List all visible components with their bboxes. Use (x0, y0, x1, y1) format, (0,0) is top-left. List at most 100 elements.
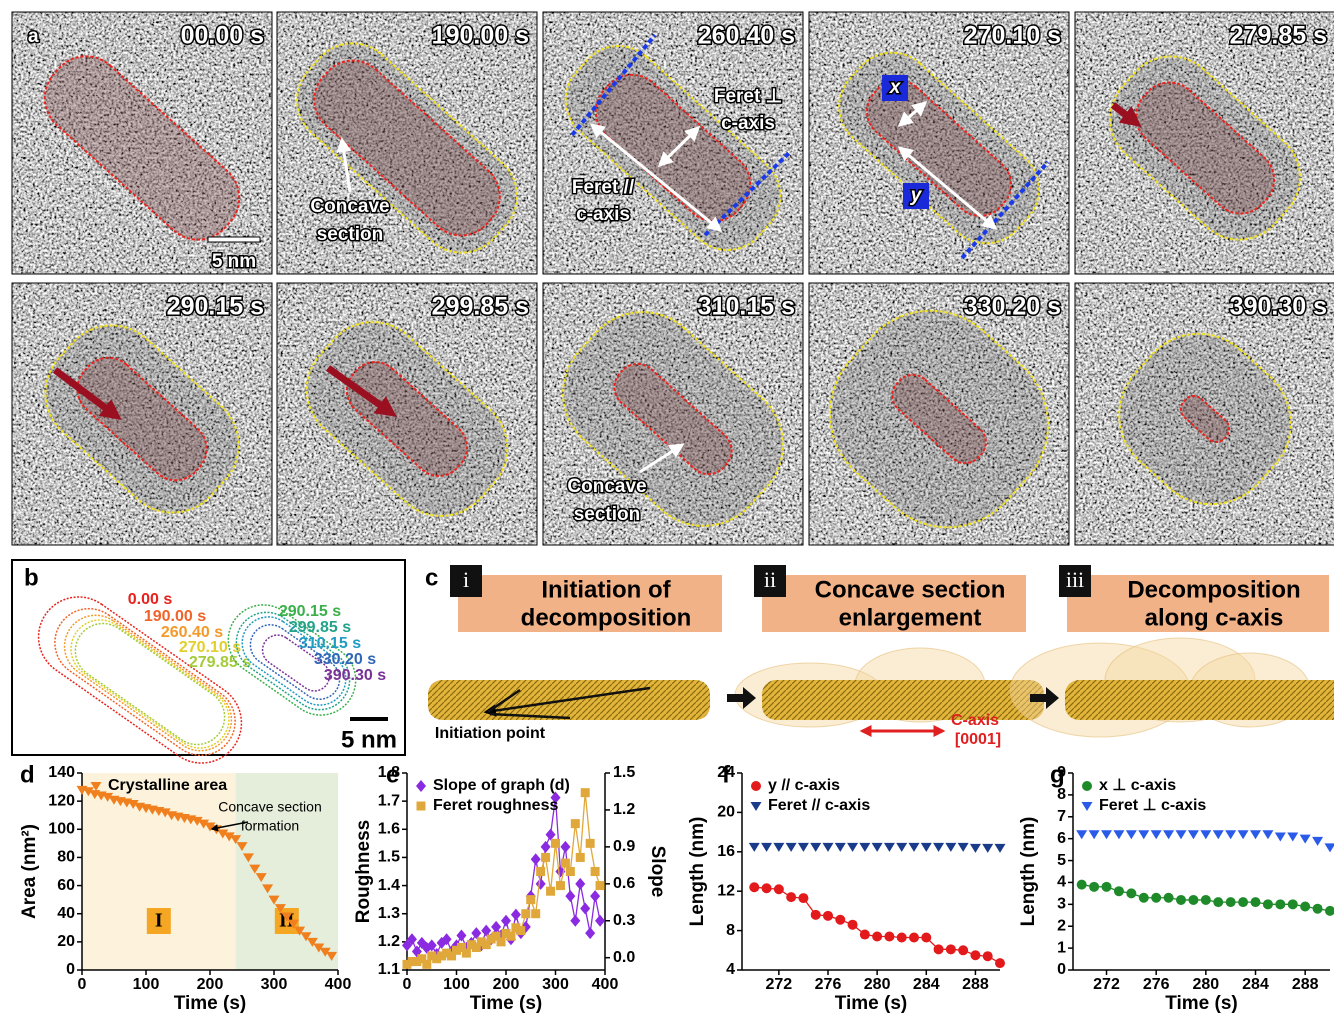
data-point (1238, 897, 1248, 907)
data-point (945, 843, 956, 852)
data-point (982, 844, 993, 853)
x-tick-label: 284 (913, 976, 940, 993)
x-tick-label: 100 (133, 976, 160, 993)
data-point (541, 853, 550, 862)
legend-marker (417, 802, 426, 811)
legend-marker (751, 802, 762, 811)
legend-entry: Feret roughness (433, 797, 558, 814)
y-tick-label: 140 (48, 764, 75, 781)
data-point (1250, 830, 1261, 839)
annotation: C-axis (951, 712, 999, 729)
y-tick-label: 1.3 (378, 905, 400, 922)
y-axis-label: Area (nm²) (19, 824, 40, 919)
frame-time: 260.40 s (698, 22, 795, 50)
data-point (536, 878, 546, 890)
frame-time: 330.20 s (964, 293, 1061, 321)
data-point (511, 909, 521, 921)
legend-entry: y // c-axis (768, 777, 840, 794)
data-point (1213, 897, 1223, 907)
data-point (860, 930, 870, 940)
data-point (546, 829, 556, 841)
data-point (541, 841, 551, 853)
data-point (1138, 830, 1149, 839)
x-tick-label: 0 (403, 976, 412, 993)
time-label: 279.85 s (189, 654, 251, 671)
frame-time: 299.85 s (432, 293, 529, 321)
y-tick-label: 40 (57, 905, 75, 922)
data-point (526, 895, 535, 904)
annotation: c-axis (576, 204, 630, 225)
data-point (983, 951, 993, 961)
x-tick-label: 200 (197, 976, 224, 993)
frame-time: 00.00 s (181, 22, 264, 50)
data-point (1114, 886, 1124, 896)
data-point (516, 926, 525, 935)
data-point (1101, 830, 1112, 839)
y-tick-label: 60 (57, 877, 75, 894)
scale-bar-label: 5 nm (341, 726, 397, 753)
data-point (1163, 830, 1174, 839)
data-point (551, 839, 560, 848)
data-point (909, 843, 920, 852)
y-tick-label: 3 (1057, 896, 1066, 913)
data-point (1151, 830, 1162, 839)
data-point (774, 884, 784, 894)
data-point (921, 843, 932, 852)
data-point (1325, 906, 1334, 916)
time-label: 330.20 s (314, 651, 376, 668)
data-point (1176, 830, 1187, 839)
time-label: 290.15 s (279, 603, 341, 620)
step-numeral: iii (1066, 567, 1084, 592)
figure: 00.00 s190.00 s260.40 s270.10 s279.85 s2… (0, 0, 1334, 1020)
time-label: 299.85 s (289, 619, 351, 636)
data-point (497, 937, 506, 946)
x-tick-label: 0 (78, 976, 87, 993)
y-tick-label: 120 (48, 792, 75, 809)
data-point (1226, 897, 1236, 907)
x-tick-label: 400 (592, 976, 619, 993)
data-point (884, 843, 895, 852)
data-point (1275, 832, 1286, 841)
data-point (566, 867, 575, 876)
data-point (786, 843, 797, 852)
region (82, 773, 236, 970)
data-point (560, 841, 570, 853)
y-tick-label: 5 (1057, 852, 1066, 869)
panel-label: b (24, 564, 39, 591)
step-title: enlargement (839, 604, 982, 631)
data-point (531, 853, 541, 865)
data-point (872, 843, 883, 852)
data-point (1126, 830, 1137, 839)
page: {"panel_a":{"label":"a","frames":["00.00… (0, 0, 1334, 1020)
region-label: I (155, 910, 163, 932)
y-tick-label: 16 (717, 843, 735, 860)
data-point (1325, 843, 1334, 852)
legend-entry: Slope of graph (d) (433, 777, 570, 794)
data-point (786, 892, 796, 902)
frame-time: 190.00 s (432, 22, 529, 50)
step-title: Initiation of (541, 576, 671, 603)
step-title: along c-axis (1145, 604, 1284, 631)
y-tick-label: 6 (1057, 830, 1066, 847)
annotation: Initiation point (435, 725, 546, 742)
x-tick-label: 100 (443, 976, 470, 993)
data-point (1313, 904, 1323, 914)
x-tick-label: 276 (1143, 976, 1170, 993)
data-point (576, 853, 585, 862)
data-point (1225, 830, 1236, 839)
data-point (1176, 895, 1186, 905)
x-axis-label: Time (s) (1165, 993, 1238, 1014)
frame-time: 390.30 s (1230, 293, 1327, 321)
data-point (1188, 830, 1199, 839)
y2-tick-label: 1.2 (613, 801, 635, 818)
y-tick-label: 1.5 (378, 849, 400, 866)
data-point (1089, 882, 1099, 892)
y-tick-label: 24 (717, 764, 735, 781)
data-point (798, 893, 808, 903)
y-tick-label: 100 (48, 821, 75, 838)
x-tick-label: 272 (1093, 976, 1120, 993)
y-tick-label: 20 (57, 933, 75, 950)
x-tick-label: 276 (815, 976, 842, 993)
data-point (536, 867, 545, 876)
data-point (897, 932, 907, 942)
